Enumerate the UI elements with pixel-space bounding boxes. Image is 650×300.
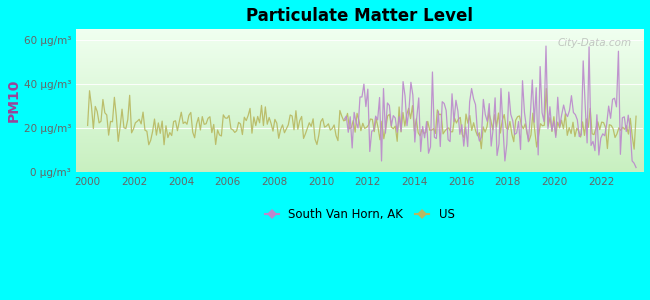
Title: Particulate Matter Level: Particulate Matter Level [246,7,473,25]
Text: City-Data.com: City-Data.com [558,38,632,48]
Legend: South Van Horn, AK, US: South Van Horn, AK, US [260,203,459,226]
Y-axis label: PM10: PM10 [7,79,21,122]
